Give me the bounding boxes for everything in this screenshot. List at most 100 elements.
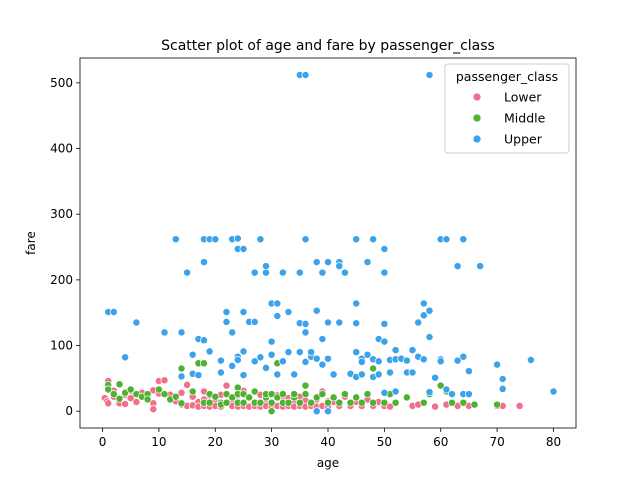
x-tick-label: 30 [264,435,279,449]
data-point-middle [160,390,169,399]
data-point-upper [436,357,445,366]
data-point-upper [267,350,276,359]
data-point-middle [307,398,316,407]
data-point-upper [357,370,366,379]
data-point-middle [222,398,231,407]
data-point-middle [126,385,135,394]
data-point-upper [239,371,248,380]
data-point-middle [470,400,479,409]
data-point-middle [115,380,124,389]
data-point-middle [143,395,152,404]
series-upper [104,71,558,416]
data-point-upper [352,299,361,308]
data-point-upper [459,235,468,244]
data-point-middle [459,398,468,407]
y-tick-label: 500 [50,76,73,90]
legend-marker-middle [472,113,482,123]
data-point-upper [324,354,332,363]
data-point-upper [256,353,265,362]
data-point-upper [273,370,282,379]
x-axis-ticks: 0 10 20 30 40 50 60 70 80 [99,428,561,449]
data-point-upper [109,308,118,316]
data-point-upper [200,336,208,345]
data-point-upper [278,268,287,277]
data-point-upper [216,356,225,365]
data-point-upper [200,258,208,267]
data-point-upper [419,311,428,320]
data-point-upper [262,363,270,372]
data-point-middle [177,399,186,408]
data-point-upper [239,245,248,253]
x-tick-label: 60 [433,435,448,449]
data-point-middle [369,398,378,407]
data-point-upper [312,354,321,363]
data-point-middle [267,407,276,416]
data-point-upper [295,268,304,277]
data-point-upper [408,346,417,355]
x-tick-label: 10 [151,435,166,449]
data-point-middle [239,398,248,407]
data-point-upper [419,355,428,364]
data-point-upper [301,235,310,244]
data-point-upper [380,245,389,253]
data-points [100,71,558,416]
data-point-middle [104,385,113,394]
data-point-middle [493,400,502,409]
data-point-middle [335,398,344,407]
data-point-middle [256,398,265,407]
data-point-upper [425,333,434,341]
data-point-upper [431,373,440,382]
data-point-upper [262,268,270,277]
data-point-middle [109,390,118,399]
data-point-upper [335,318,344,327]
data-point-upper [216,368,225,377]
y-tick-label: 400 [50,142,73,156]
data-point-upper [391,346,400,355]
x-tick-label: 80 [546,435,561,449]
legend-marker-lower [472,92,482,102]
data-point-upper [352,319,361,328]
data-point-middle [340,390,349,399]
data-point-upper [183,268,192,277]
data-point-upper [307,348,316,357]
data-point-lower [431,402,440,411]
data-point-upper [250,268,259,277]
data-point-middle [245,393,254,402]
data-point-upper [526,356,535,364]
data-point-upper [324,318,332,327]
legend: passenger_class Lower Middle Upper [444,63,570,154]
data-point-middle [200,359,208,368]
data-point-middle [369,364,378,373]
data-point-middle [278,390,287,399]
legend-box [444,63,570,154]
data-point-middle [177,364,186,373]
data-point-upper [425,306,434,315]
data-point-upper [228,361,237,370]
data-point-upper [363,258,372,267]
data-point-upper [250,357,259,366]
data-point-upper [233,234,242,243]
data-point-upper [132,318,141,327]
data-point-lower [177,388,186,397]
data-point-middle [448,398,456,407]
y-tick-label: 100 [50,339,73,353]
data-point-upper [369,235,378,244]
data-point-upper [177,328,186,337]
data-point-middle [250,387,259,396]
data-point-middle [301,390,310,399]
data-point-middle [188,387,197,396]
legend-label-upper: Upper [504,132,543,147]
data-point-upper [301,357,310,366]
data-point-upper [402,356,411,365]
data-point-upper [453,356,462,365]
data-point-upper [340,268,349,277]
data-point-middle [436,381,445,390]
data-point-upper [352,348,361,357]
data-point-upper [301,319,310,328]
data-point-upper [222,308,231,316]
data-point-upper [442,235,451,244]
data-point-upper [205,347,214,356]
data-point-upper [171,235,180,244]
data-point-upper [419,299,428,308]
chart-title: Scatter plot of age and fare by passenge… [161,38,495,54]
